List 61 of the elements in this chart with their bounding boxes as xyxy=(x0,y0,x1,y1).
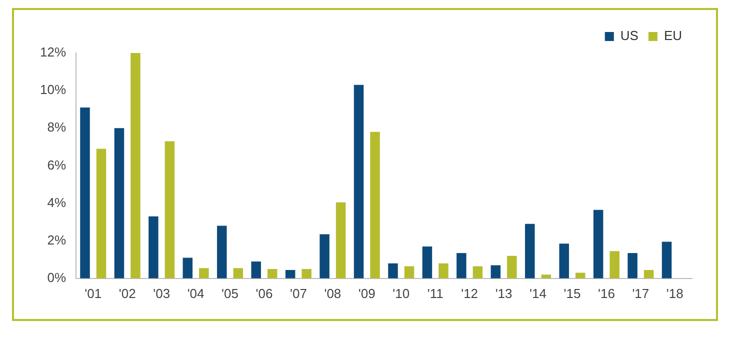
bar xyxy=(267,269,278,278)
x-tick-label: '10 xyxy=(392,286,410,301)
x-tick-label: '07 xyxy=(290,286,307,301)
bar xyxy=(80,107,90,278)
bar xyxy=(336,202,346,278)
bar xyxy=(490,265,501,278)
y-tick-label: 2% xyxy=(47,232,66,248)
x-tick-label: '16 xyxy=(598,286,615,301)
x-tick-label: '04 xyxy=(187,286,204,301)
x-tick-label: '11 xyxy=(427,286,444,301)
bar xyxy=(662,242,672,278)
bar xyxy=(164,141,175,278)
x-tick-label: '02 xyxy=(118,286,136,301)
x-tick-label: '15 xyxy=(564,286,581,301)
x-tick-label: '05 xyxy=(222,286,238,301)
bar xyxy=(96,148,106,278)
bar xyxy=(285,270,296,278)
bar xyxy=(628,253,638,278)
bar xyxy=(320,234,330,278)
bar xyxy=(472,266,483,278)
x-tick-label: '03 xyxy=(153,286,170,301)
bar xyxy=(302,269,312,278)
bar xyxy=(370,132,380,278)
bar xyxy=(593,210,604,278)
x-tick-label: '18 xyxy=(666,286,684,301)
x-tick-label: '01 xyxy=(84,286,102,301)
bar xyxy=(217,226,227,278)
bar xyxy=(233,268,244,278)
y-tick-label: 4% xyxy=(47,194,66,210)
bar xyxy=(610,251,620,278)
bar xyxy=(438,263,448,278)
x-tick-label: '09 xyxy=(358,286,376,301)
bar xyxy=(114,128,124,278)
bar xyxy=(559,244,569,278)
x-tick-label: '08 xyxy=(324,286,342,301)
bar xyxy=(130,53,140,278)
bar xyxy=(354,84,364,278)
y-tick-label: 10% xyxy=(40,82,66,98)
bar xyxy=(182,258,193,278)
bar xyxy=(404,266,414,278)
bar xyxy=(388,263,398,278)
bar xyxy=(525,224,535,278)
bar xyxy=(644,270,654,278)
y-tick-label: 12% xyxy=(40,44,66,60)
bar xyxy=(148,216,158,278)
legend-label: EU xyxy=(664,28,682,44)
bar xyxy=(456,253,466,278)
y-tick-label: 8% xyxy=(47,120,66,135)
bar xyxy=(199,268,209,278)
bar xyxy=(251,261,261,278)
legend-label: US xyxy=(620,28,639,44)
x-tick-label: '14 xyxy=(530,286,546,301)
x-tick-label: '12 xyxy=(461,286,478,301)
y-tick-label: 0% xyxy=(47,270,66,285)
bar xyxy=(507,256,517,278)
x-tick-label: '17 xyxy=(632,286,650,301)
bar xyxy=(541,274,552,278)
x-tick-label: '06 xyxy=(256,286,273,301)
y-tick-label: 6% xyxy=(47,157,66,172)
bar xyxy=(422,246,432,278)
x-tick-label: '13 xyxy=(495,286,512,301)
